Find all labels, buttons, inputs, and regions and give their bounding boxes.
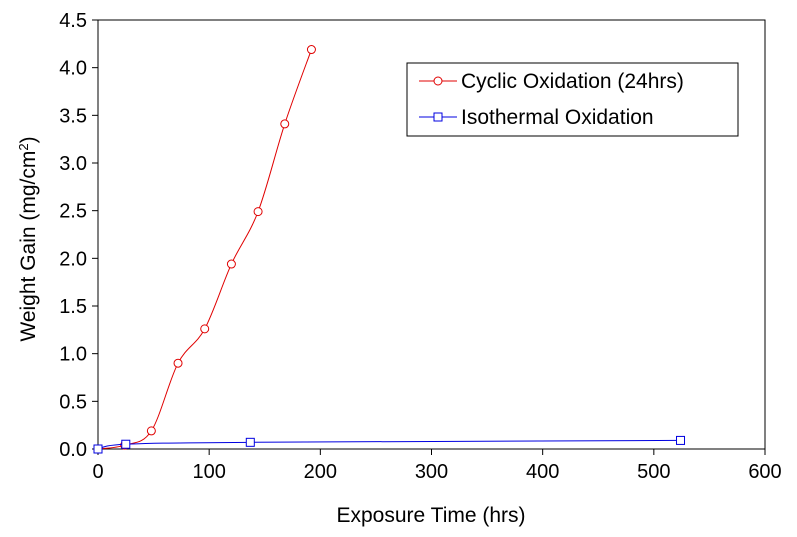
y-tick-label: 4.0 [59,58,87,80]
legend-box [406,62,739,137]
x-tick-label: 400 [526,461,559,483]
x-tick-label: 0 [92,461,103,483]
y-tick-label: 2.5 [59,201,87,223]
data-point [306,45,316,55]
data-point [226,259,236,269]
x-tick-label: 200 [304,461,337,483]
legend-label-isothermal: Isothermal Oxidation [461,106,654,129]
y-axis-title: Weight Gain (mg/cm2) [16,136,41,341]
y-tick-label: 3.5 [59,105,87,127]
x-tick-label: 500 [637,461,670,483]
y-tick-label: 0.0 [59,439,87,461]
axes: 0 100 200 300 400 500 600 0.0 0.5 1.0 1.5 2.0 2.5 3.0… [59,10,782,483]
x-tick-label: 100 [192,461,225,483]
data-point [245,437,255,447]
y-axis-title-sup: 2 [16,143,31,150]
y-tick-label: 4.5 [59,10,87,32]
data-point [280,119,290,129]
y-tick-label: 1.5 [59,296,87,318]
y-tick-label: 3.0 [59,153,87,175]
legend-marker-cyclic [433,76,443,86]
series-cyclic [93,45,316,454]
data-point [173,358,183,368]
data-point [146,426,156,436]
y-tick-label: 1.0 [59,344,87,366]
x-tick-label: 300 [415,461,448,483]
data-point [121,439,131,449]
legend-label-cyclic: Cyclic Oxidation (24hrs) [461,70,684,93]
data-point [253,207,263,217]
x-tick-label: 600 [748,461,781,483]
legend-marker-isothermal [433,112,443,122]
series-isothermal [93,435,686,454]
y-tick-label: 0.5 [59,391,87,413]
data-point [93,444,103,454]
series-line [97,439,681,450]
legend: Cyclic Oxidation (24hrs) Isothermal Oxid… [406,62,739,137]
data-point [200,324,210,334]
series-layer [93,45,686,454]
y-axis-title-close: ) [17,136,40,143]
data-point [676,435,686,445]
x-axis-title: Exposure Time (hrs) [336,504,525,527]
y-axis-title-main: Weight Gain (mg/cm [17,151,40,342]
y-tick-label: 2.0 [59,248,87,270]
series-line [97,49,312,450]
